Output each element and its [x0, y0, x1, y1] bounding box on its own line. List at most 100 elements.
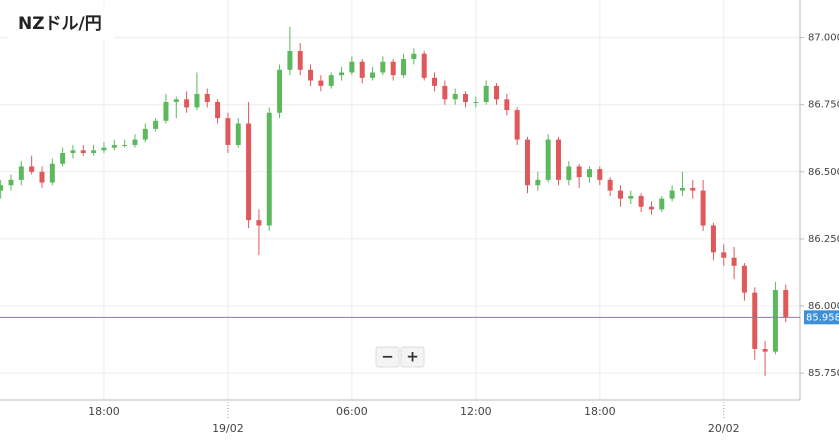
- candle-body: [710, 225, 716, 253]
- candle-body: [762, 348, 768, 352]
- y-tick-label: 86.500: [808, 167, 839, 178]
- candle-body: [380, 61, 386, 73]
- candle-body: [648, 206, 654, 210]
- candle-body: [91, 150, 97, 154]
- candle-body: [277, 69, 283, 113]
- candle-body: [690, 187, 696, 191]
- candle-body: [49, 163, 55, 183]
- candle-body: [132, 139, 138, 145]
- candle-body: [752, 292, 758, 349]
- candle-body: [153, 120, 159, 129]
- candle-body: [142, 128, 148, 140]
- candle-body: [256, 220, 262, 226]
- grid: [0, 0, 800, 400]
- candle-body: [617, 190, 623, 199]
- candle-body: [483, 85, 489, 103]
- y-tick-label: 86.000: [808, 301, 839, 312]
- candle-body: [504, 99, 510, 111]
- candle-body: [29, 166, 35, 172]
- candle-body: [741, 265, 747, 293]
- candles: [0, 26, 789, 376]
- y-tick-label: 87.000: [808, 33, 839, 44]
- candle-body: [328, 75, 334, 86]
- candle-body: [18, 166, 24, 180]
- title-box: [8, 6, 114, 40]
- candle-body: [173, 99, 179, 103]
- candle-body: [432, 77, 438, 86]
- candle-body: [628, 195, 634, 199]
- candle-body: [390, 61, 396, 76]
- candle-body: [184, 99, 190, 108]
- candle-body: [669, 190, 675, 199]
- candle-body: [266, 112, 272, 226]
- y-tick-label: 86.750: [808, 100, 839, 111]
- candle-body: [514, 110, 520, 140]
- chart-title: NZドル/円: [18, 14, 102, 34]
- candle-body: [318, 80, 324, 86]
- candle-body: [586, 169, 592, 178]
- candle-body: [339, 72, 345, 76]
- y-tick-label: 85.750: [808, 368, 839, 379]
- candle-body: [721, 252, 727, 258]
- y-tick-label: 86.250: [808, 234, 839, 245]
- candle-body: [566, 166, 572, 180]
- zoom-out-button[interactable]: [375, 346, 400, 368]
- candle-body: [463, 93, 469, 103]
- candle-body: [111, 144, 117, 148]
- candle-body: [8, 179, 14, 186]
- candle-body: [473, 102, 479, 104]
- candle-body: [772, 289, 778, 352]
- candle-body: [607, 179, 613, 191]
- candle-body: [194, 93, 200, 108]
- candle-body: [225, 118, 231, 145]
- candle-body: [246, 123, 252, 221]
- candle-body: [60, 153, 66, 164]
- candle-body: [308, 69, 314, 81]
- current-price-box: [804, 310, 839, 325]
- candle-body: [700, 190, 706, 226]
- candle-body: [163, 102, 169, 121]
- candle-body: [545, 139, 551, 180]
- candle-body: [70, 150, 76, 154]
- x-tick-label: 18:00: [88, 405, 120, 418]
- candle-body: [80, 150, 86, 154]
- candle-body: [535, 179, 541, 186]
- candle-body: [731, 257, 737, 266]
- x-day-label: 20/02: [708, 422, 740, 435]
- candle-body: [39, 171, 45, 183]
- candle-body: [442, 85, 448, 100]
- candle-body: [679, 187, 685, 191]
- candle-body: [287, 51, 293, 70]
- candle-body: [370, 72, 376, 78]
- candle-body: [297, 51, 303, 70]
- candle-body: [659, 198, 665, 210]
- zoom-in-button[interactable]: [400, 346, 425, 368]
- candle-body: [524, 139, 530, 186]
- candle-body: [349, 61, 355, 73]
- candle-body: [411, 53, 417, 60]
- candle-body: [494, 85, 500, 100]
- zoom-in-label[interactable]: +: [406, 348, 419, 366]
- candle-body: [555, 139, 561, 180]
- x-tick-label: 18:00: [584, 405, 616, 418]
- candle-body: [101, 147, 107, 151]
- candle-body: [783, 289, 789, 318]
- candle-body: [638, 195, 644, 207]
- candle-body: [122, 144, 128, 146]
- candle-body: [401, 59, 407, 76]
- x-tick-label: 12:00: [460, 405, 492, 418]
- candle-body: [204, 93, 210, 103]
- zoom-out-label[interactable]: −: [381, 348, 394, 366]
- candle-body: [452, 93, 458, 100]
- candle-body: [215, 102, 221, 119]
- candle-body: [0, 185, 4, 191]
- candle-body: [576, 166, 582, 178]
- candle-body: [359, 61, 365, 78]
- current-price-label: 85.958: [806, 312, 839, 323]
- candle-body: [597, 169, 603, 180]
- zoom-controls: − +: [375, 346, 425, 368]
- x-tick-label: 06:00: [336, 405, 368, 418]
- x-day-label: 19/02: [212, 422, 244, 435]
